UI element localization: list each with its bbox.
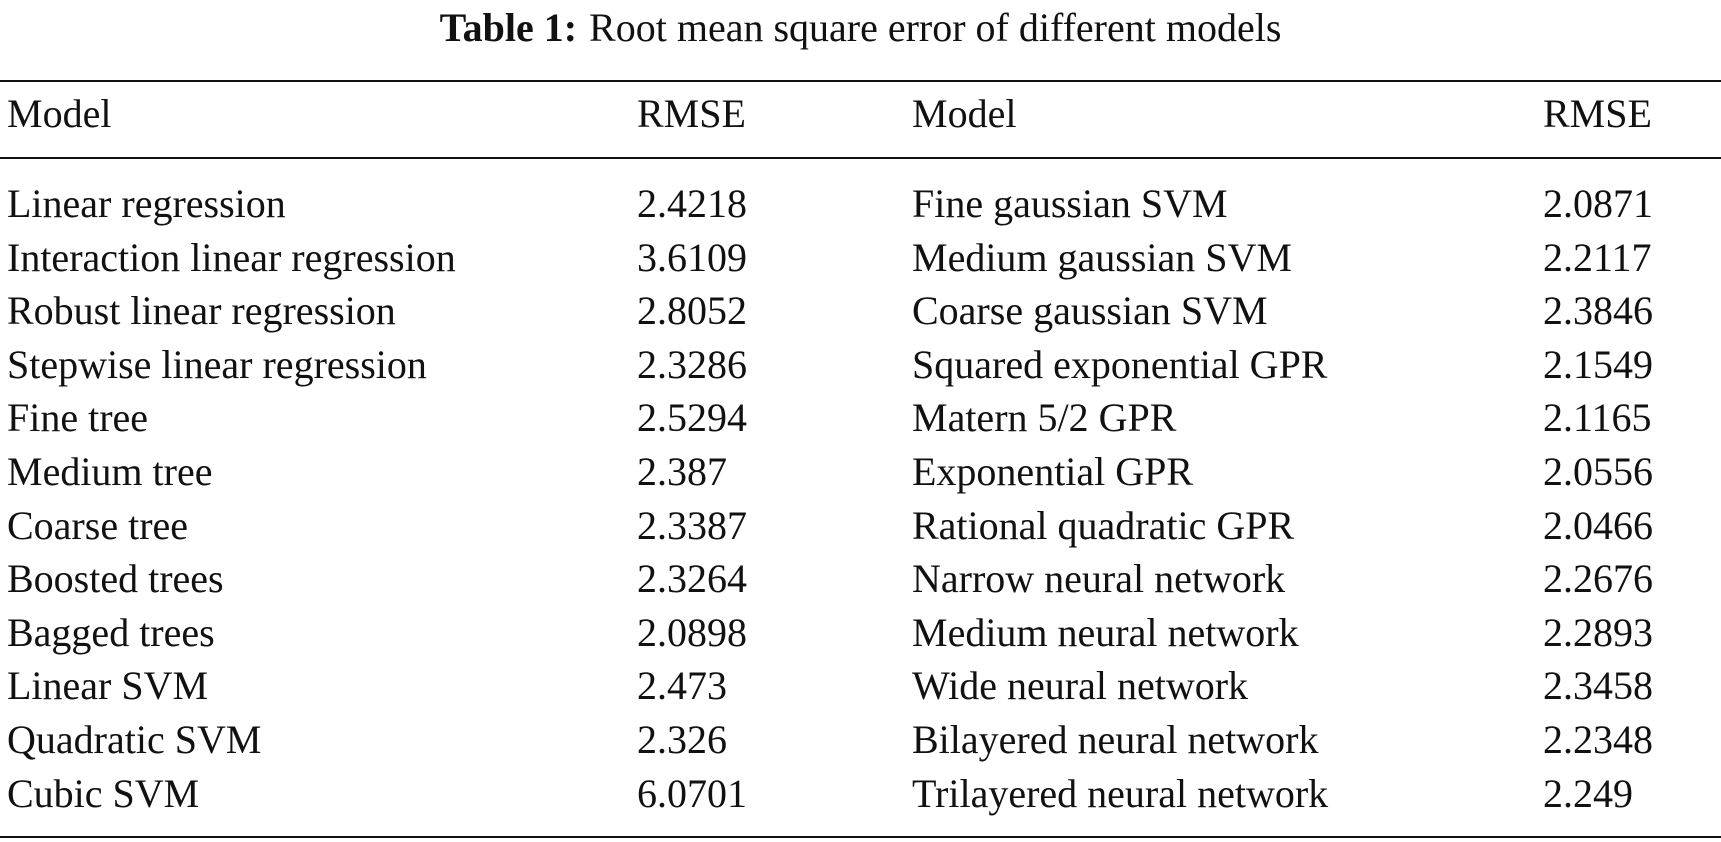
- rmse-value-left: 2.387: [637, 449, 727, 494]
- model-name-right: Fine gaussian SVM: [912, 181, 1228, 226]
- model-name-left: Medium tree: [7, 449, 213, 494]
- table-caption: Table 1: Root mean square error of differ…: [0, 4, 1721, 52]
- table-header-rule: [0, 157, 1721, 159]
- model-name-left: Quadratic SVM: [7, 717, 262, 762]
- rmse-value-right: 2.3458: [1543, 663, 1653, 709]
- rmse-value-left: 2.3264: [637, 556, 747, 602]
- rmse-value-right: 2.249: [1543, 770, 1633, 816]
- rmse-value-left: 2.326: [637, 717, 727, 762]
- table-top-rule: [0, 80, 1721, 82]
- rmse-value-right: 2.0556: [1543, 449, 1653, 494]
- rmse-value-right: 2.0871: [1543, 181, 1653, 226]
- rmse-value-left: 2.8052: [637, 288, 747, 334]
- model-name-right: Narrow neural network: [912, 556, 1286, 602]
- header-rmse-left: RMSE: [637, 91, 746, 136]
- rmse-value-right: 2.1549: [1543, 341, 1653, 387]
- model-name-right: Exponential GPR: [912, 449, 1194, 494]
- header-model-left: Model: [7, 91, 112, 136]
- model-name-right: Wide neural network: [912, 663, 1249, 709]
- model-name-left: Bagged trees: [7, 609, 215, 655]
- rmse-value-right: 2.3846: [1543, 288, 1653, 334]
- model-name-right: Bilayered neural network: [912, 717, 1319, 762]
- rmse-value-left: 2.473: [637, 663, 727, 709]
- model-name-right: Rational quadratic GPR: [912, 502, 1295, 548]
- rmse-value-right: 2.1165: [1543, 395, 1652, 441]
- rmse-value-right: 2.2117: [1543, 234, 1652, 280]
- rmse-value-left: 3.6109: [637, 234, 747, 280]
- rmse-value-left: 2.4218: [637, 181, 747, 226]
- rmse-value-left: 2.5294: [637, 395, 747, 441]
- header-model-right: Model: [912, 91, 1017, 136]
- model-name-right: Medium gaussian SVM: [912, 234, 1292, 280]
- model-name-left: Coarse tree: [7, 502, 189, 548]
- model-name-right: Squared exponential GPR: [912, 341, 1328, 387]
- table-caption-text: Root mean square error of different mode…: [589, 5, 1282, 50]
- model-name-left: Stepwise linear regression: [7, 341, 427, 387]
- model-name-left: Fine tree: [7, 395, 149, 441]
- rmse-value-right: 2.0466: [1543, 502, 1653, 548]
- model-name-left: Linear SVM: [7, 663, 209, 709]
- model-name-left: Boosted trees: [7, 556, 224, 602]
- rmse-value-right: 2.2348: [1543, 717, 1653, 762]
- header-rmse-right: RMSE: [1543, 91, 1652, 136]
- model-name-left: Interaction linear regression: [7, 234, 456, 280]
- model-name-right: Matern 5/2 GPR: [912, 395, 1177, 441]
- model-name-right: Trilayered neural network: [912, 770, 1329, 816]
- table-bottom-rule: [0, 836, 1721, 838]
- model-name-left: Robust linear regression: [7, 288, 396, 334]
- rmse-value-right: 2.2893: [1543, 609, 1653, 655]
- model-name-left: Linear regression: [7, 181, 286, 226]
- rmse-value-left: 6.0701: [637, 770, 747, 816]
- rmse-value-left: 2.3387: [637, 502, 747, 548]
- table-caption-label: Table 1:: [439, 5, 578, 50]
- model-name-left: Cubic SVM: [7, 770, 200, 816]
- rmse-value-left: 2.3286: [637, 341, 747, 387]
- rmse-value-right: 2.2676: [1543, 556, 1653, 602]
- model-name-right: Medium neural network: [912, 609, 1299, 655]
- rmse-value-left: 2.0898: [637, 609, 747, 655]
- model-name-right: Coarse gaussian SVM: [912, 288, 1268, 334]
